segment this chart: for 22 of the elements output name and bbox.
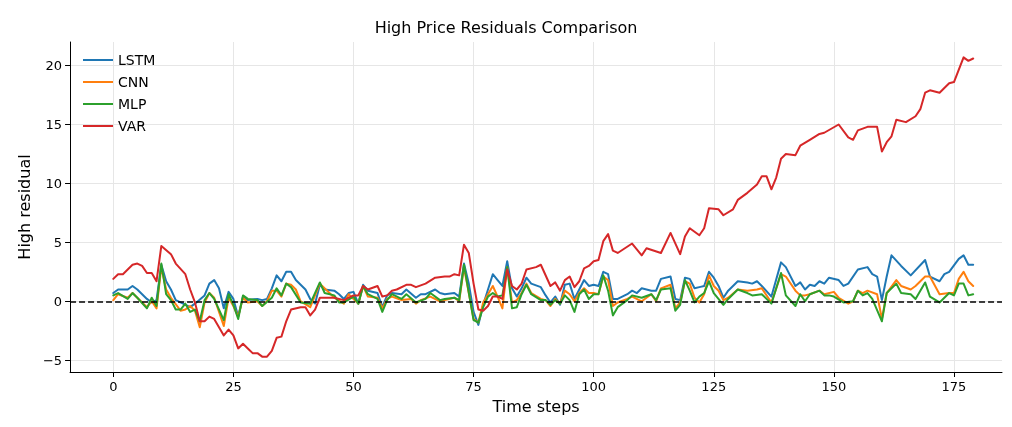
y-axis-title: High residual (14, 154, 34, 260)
y-tick-label: 10 (45, 175, 63, 191)
x-axis-title: Time steps (491, 396, 580, 416)
legend-label: CNN (118, 74, 149, 90)
chart-title: High Price Residuals Comparison (374, 17, 638, 37)
x-tick-label: 75 (465, 379, 482, 394)
y-tick-label: −5 (42, 352, 63, 368)
legend-label: LSTM (118, 52, 156, 68)
x-tick-label: 175 (941, 379, 967, 394)
y-tick-label: 5 (53, 234, 63, 250)
x-tick-label: 25 (225, 379, 242, 394)
x-tick-label: 150 (821, 379, 847, 394)
x-tick-label: 0 (109, 379, 118, 394)
y-tick-label: 15 (45, 117, 63, 132)
x-tick-label: 50 (345, 379, 362, 394)
x-tick-label: 125 (701, 379, 727, 394)
x-tick-label: 100 (581, 379, 607, 394)
y-tick-label: 0 (53, 293, 63, 309)
y-tick-label: 20 (45, 58, 63, 74)
line-series (112, 56, 975, 358)
legend-label: MLP (118, 96, 147, 112)
legend-label: VAR (118, 118, 147, 134)
